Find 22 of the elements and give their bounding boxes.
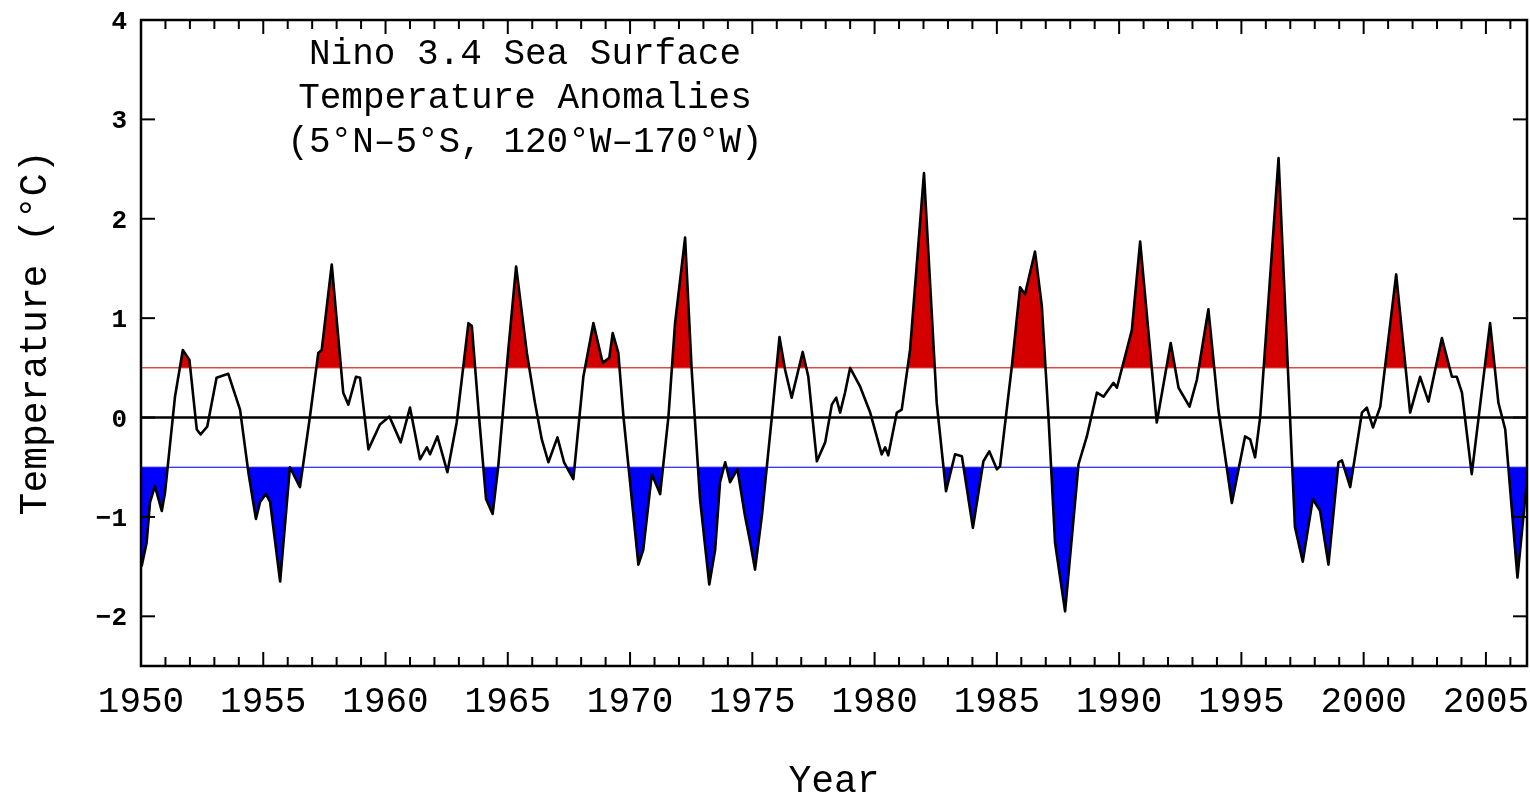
y-tick-label: −1: [95, 504, 127, 535]
x-axis-title: Year: [788, 760, 880, 799]
text: Nino 3.4 Sea Surface Temperature Anomalies (5°N–5°S, 120°W–170°W): [287, 34, 763, 163]
y-tick-label: −2: [95, 603, 127, 634]
y-tick-label: 1: [111, 305, 127, 336]
x-tick-label: 2000: [1320, 682, 1407, 723]
y-tick-label: 4: [111, 7, 127, 38]
y-tick-label: 3: [111, 106, 127, 137]
x-tick-label: 1970: [586, 682, 674, 723]
x-tick-label: 1955: [220, 682, 307, 723]
x-tick-label: 1950: [97, 682, 185, 723]
x-tick-label: 1980: [831, 682, 918, 723]
y-axis-title: Temperature (°C): [14, 150, 57, 516]
y-tick-label: 0: [111, 404, 127, 435]
x-tick-label: 1965: [464, 682, 552, 723]
x-tick-label: 1975: [709, 682, 796, 723]
x-tick-label: 1995: [1198, 682, 1285, 723]
y-tick-label: 2: [111, 205, 127, 236]
x-tick-label: 1960: [342, 682, 429, 723]
x-tick-label: 1990: [1075, 682, 1163, 723]
x-tick-label: 2005: [1442, 682, 1530, 723]
x-tick-label: 1985: [953, 682, 1041, 723]
